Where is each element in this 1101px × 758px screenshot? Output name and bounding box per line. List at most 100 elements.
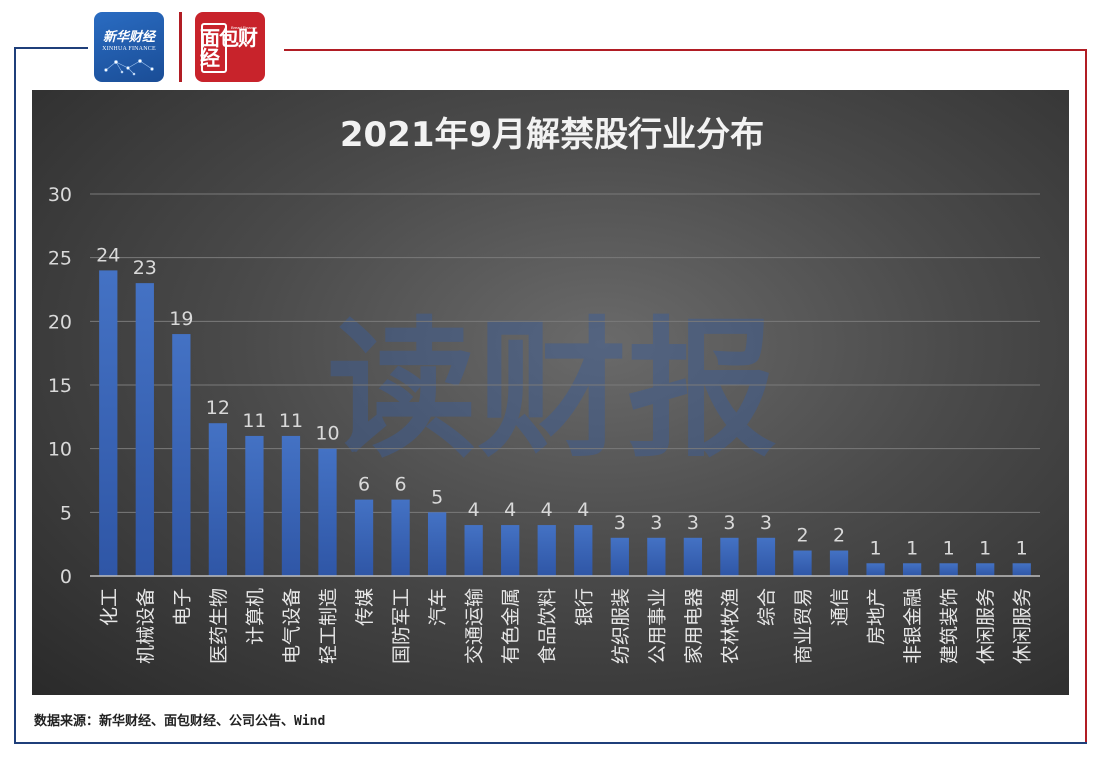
bar <box>720 537 739 576</box>
x-tick-label: 通信 <box>829 588 851 626</box>
x-tick-label: 银行 <box>573 588 595 626</box>
bars <box>99 270 1031 576</box>
y-tick-label: 20 <box>48 311 72 333</box>
bar <box>99 270 118 576</box>
x-tick-label: 计算机 <box>244 588 266 645</box>
x-tick-label: 农林牧渔 <box>719 588 741 664</box>
x-tick-label: 化工 <box>98 588 120 626</box>
x-tick-label: 非银金融 <box>902 588 924 664</box>
bar <box>427 512 447 576</box>
mianbao-logo-en: Bread Finance <box>231 25 258 30</box>
value-label: 11 <box>279 410 303 432</box>
bar <box>208 423 228 576</box>
value-label: 4 <box>468 499 480 521</box>
frame-line-top-left <box>14 47 88 49</box>
mianbao-finance-logo: 面包财经 Bread Finance <box>195 12 265 82</box>
x-tick-label: 交通运输 <box>464 588 486 664</box>
x-tick-label: 汽车 <box>427 588 449 626</box>
x-tick-label: 机械设备 <box>135 588 157 664</box>
mianbao-logo-cn: 面包财经 <box>200 26 258 70</box>
y-axis-ticks: 0 5 10 15 20 25 30 <box>48 184 72 588</box>
value-label: 6 <box>358 474 370 496</box>
frame-line-left <box>14 47 16 742</box>
value-label: 12 <box>206 397 230 419</box>
value-label: 3 <box>760 512 772 534</box>
value-label: 1 <box>870 537 882 559</box>
bar <box>574 525 593 576</box>
y-tick-label: 5 <box>60 502 72 524</box>
value-label: 1 <box>943 537 955 559</box>
watermark-text: 读财报 <box>327 302 777 478</box>
bar <box>939 563 958 576</box>
bar <box>866 563 885 576</box>
bar <box>902 563 922 576</box>
frame-line-right <box>1085 49 1087 744</box>
bar <box>793 550 812 576</box>
value-label: 3 <box>650 512 662 534</box>
bar <box>537 525 556 576</box>
x-tick-label: 医药生物 <box>208 588 230 664</box>
x-axis-ticks: 化工 机械设备 电子 医药生物 计算机 电气设备 轻工制造 传媒 国防军工 汽车 交通运输 有色金属食… <box>98 588 1033 664</box>
bar <box>976 563 995 576</box>
x-tick-label: 休闲服务 <box>975 588 997 664</box>
logo-divider <box>179 12 182 82</box>
value-label: 4 <box>541 499 553 521</box>
chart-panel: 读财报 2021年9月解禁股行业分布 0 5 10 15 20 25 30 24 23 19 12… <box>32 90 1069 695</box>
x-tick-label: 房地产 <box>866 588 888 645</box>
x-tick-label: 建筑装饰 <box>939 588 961 664</box>
x-tick-label: 家用电器 <box>683 588 705 664</box>
bar <box>135 283 154 576</box>
value-label: 6 <box>395 474 407 496</box>
xinhua-finance-logo: 新华财经 XINHUA FINANCE <box>94 12 164 82</box>
bar <box>501 525 520 576</box>
bar <box>318 448 337 576</box>
value-label: 2 <box>796 525 808 547</box>
bar <box>354 499 374 576</box>
bar <box>647 537 666 576</box>
source-note: 数据来源：新华财经、面包财经、公司公告、Wind <box>34 714 326 729</box>
value-label: 3 <box>723 512 735 534</box>
x-tick-label: 公用事业 <box>646 588 668 664</box>
value-label: 19 <box>169 308 193 330</box>
value-label: 5 <box>431 486 443 508</box>
value-label: 3 <box>687 512 699 534</box>
bar <box>391 499 410 576</box>
value-label: 4 <box>577 499 589 521</box>
x-tick-label: 休闲服务 <box>1012 588 1034 664</box>
value-label: 1 <box>1016 537 1028 559</box>
y-tick-label: 15 <box>48 375 72 397</box>
x-tick-label: 电子 <box>171 588 193 626</box>
mianbao-logo-frame <box>201 23 227 73</box>
value-label: 23 <box>133 257 157 279</box>
x-tick-label: 国防军工 <box>391 588 413 664</box>
chart-title: 2021年9月解禁股行业分布 <box>340 115 764 155</box>
frame-line-top-right <box>284 49 1087 51</box>
x-tick-label: 传媒 <box>354 588 376 626</box>
y-tick-label: 30 <box>48 184 72 206</box>
value-label: 24 <box>96 244 120 266</box>
x-tick-label: 食品饮料 <box>537 588 559 664</box>
x-tick-label: 商业贸易 <box>793 588 815 664</box>
bar <box>756 537 776 576</box>
bar <box>245 435 264 576</box>
x-tick-label: 综合 <box>756 588 778 626</box>
bar <box>683 537 703 576</box>
bar <box>1012 563 1031 576</box>
bar <box>172 334 191 576</box>
value-label: 11 <box>242 410 266 432</box>
x-tick-label: 轻工制造 <box>318 588 340 664</box>
x-tick-label: 电气设备 <box>281 588 303 664</box>
bar <box>829 550 849 576</box>
value-label: 1 <box>979 537 991 559</box>
network-dots-icon <box>104 59 154 76</box>
value-label: 3 <box>614 512 626 534</box>
value-label: 10 <box>315 423 339 445</box>
value-label: 1 <box>906 537 918 559</box>
x-tick-label: 纺织服装 <box>610 588 632 664</box>
bar <box>464 525 483 576</box>
bar <box>610 537 629 576</box>
bar <box>281 435 301 576</box>
value-label: 4 <box>504 499 516 521</box>
